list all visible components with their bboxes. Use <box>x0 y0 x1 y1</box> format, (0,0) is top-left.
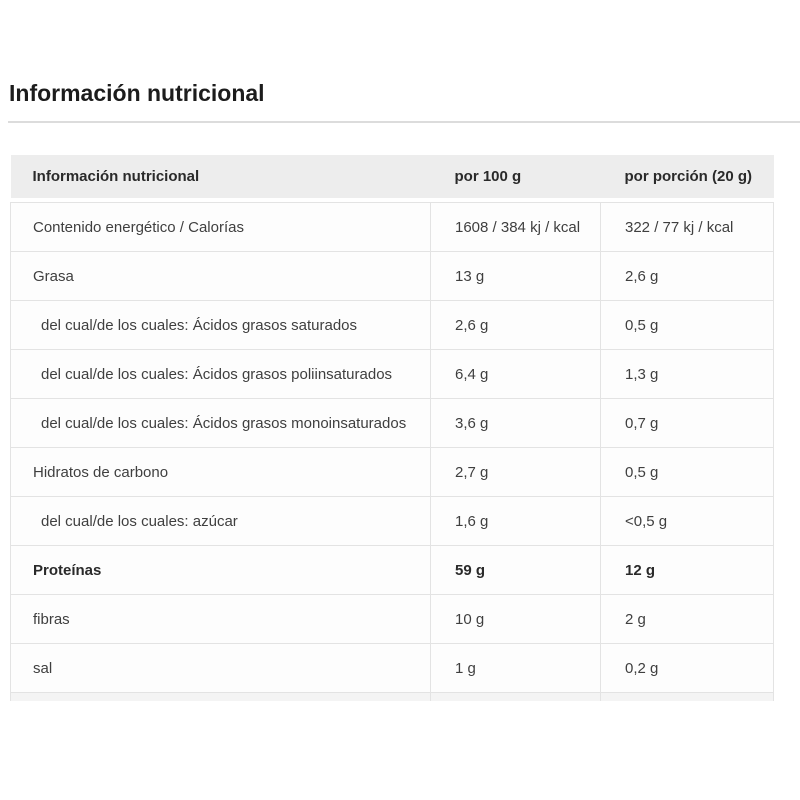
title-divider <box>8 121 800 123</box>
per-portion-cell: 0,5 g <box>600 300 774 350</box>
nutrient-label-cell: Grasa <box>10 251 431 301</box>
header-gap <box>10 198 774 203</box>
header-per-100g: por 100 g <box>430 155 601 198</box>
nutrient-label-cell: del cual/de los cuales: Ácidos grasos sa… <box>10 300 431 350</box>
per-100g-cell: 2,7 g <box>430 447 601 497</box>
header-nutrient: Información nutricional <box>10 155 431 198</box>
nutrient-label-cell: Contenido energético / Calorías <box>10 202 431 252</box>
table-row-carbohydrates: Hidratos de carbono 2,7 g 0,5 g <box>10 447 774 497</box>
nutrient-label-cell: del cual/de los cuales: Ácidos grasos po… <box>10 349 431 399</box>
header-per-portion: por porción (20 g) <box>600 155 774 198</box>
per-portion-cell: 322 / 77 kj / kcal <box>600 202 774 252</box>
table-row-energy: Contenido energético / Calorías 1608 / 3… <box>10 202 774 252</box>
nutrition-table: Información nutricional por 100 g por po… <box>10 155 774 701</box>
nutrient-label-cell: del cual/de los cuales: Ácidos grasos mo… <box>10 398 431 448</box>
per-100g-cell: 2,6 g <box>430 300 601 350</box>
footer-cell <box>10 692 431 701</box>
per-portion-cell: 0,7 g <box>600 398 774 448</box>
table-row-protein: Proteínas 59 g 12 g <box>10 545 774 595</box>
per-100g-cell: 13 g <box>430 251 601 301</box>
table-row-fat: Grasa 13 g 2,6 g <box>10 251 774 301</box>
table-header-row: Información nutricional por 100 g por po… <box>10 155 774 198</box>
per-100g-cell: 10 g <box>430 594 601 644</box>
per-100g-cell: 6,4 g <box>430 349 601 399</box>
footer-cell <box>600 692 774 701</box>
per-portion-cell: <0,5 g <box>600 496 774 546</box>
per-portion-cell: 2 g <box>600 594 774 644</box>
per-portion-cell: 2,6 g <box>600 251 774 301</box>
nutrient-label-cell: sal <box>10 643 431 693</box>
per-100g-cell: 1,6 g <box>430 496 601 546</box>
footer-cell <box>430 692 601 701</box>
table-row-salt: sal 1 g 0,2 g <box>10 643 774 693</box>
per-portion-cell: 12 g <box>600 545 774 595</box>
nutrient-label-cell: Proteínas <box>10 545 431 595</box>
table-row-fiber: fibras 10 g 2 g <box>10 594 774 644</box>
table-row-saturated-fat: del cual/de los cuales: Ácidos grasos sa… <box>10 300 774 350</box>
page-title: Información nutricional <box>9 80 265 106</box>
table-row-monounsaturated-fat: del cual/de los cuales: Ácidos grasos mo… <box>10 398 774 448</box>
per-portion-cell: 1,3 g <box>600 349 774 399</box>
per-portion-cell: 0,2 g <box>600 643 774 693</box>
per-portion-cell: 0,5 g <box>600 447 774 497</box>
per-100g-cell: 1608 / 384 kj / kcal <box>430 202 601 252</box>
table-row-polyunsaturated-fat: del cual/de los cuales: Ácidos grasos po… <box>10 349 774 399</box>
per-100g-cell: 1 g <box>430 643 601 693</box>
per-100g-cell: 3,6 g <box>430 398 601 448</box>
table-footer-strip <box>10 692 774 701</box>
nutrient-label-cell: Hidratos de carbono <box>10 447 431 497</box>
table-row-sugar: del cual/de los cuales: azúcar 1,6 g <0,… <box>10 496 774 546</box>
nutrient-label-cell: fibras <box>10 594 431 644</box>
per-100g-cell: 59 g <box>430 545 601 595</box>
nutrient-label-cell: del cual/de los cuales: azúcar <box>10 496 431 546</box>
